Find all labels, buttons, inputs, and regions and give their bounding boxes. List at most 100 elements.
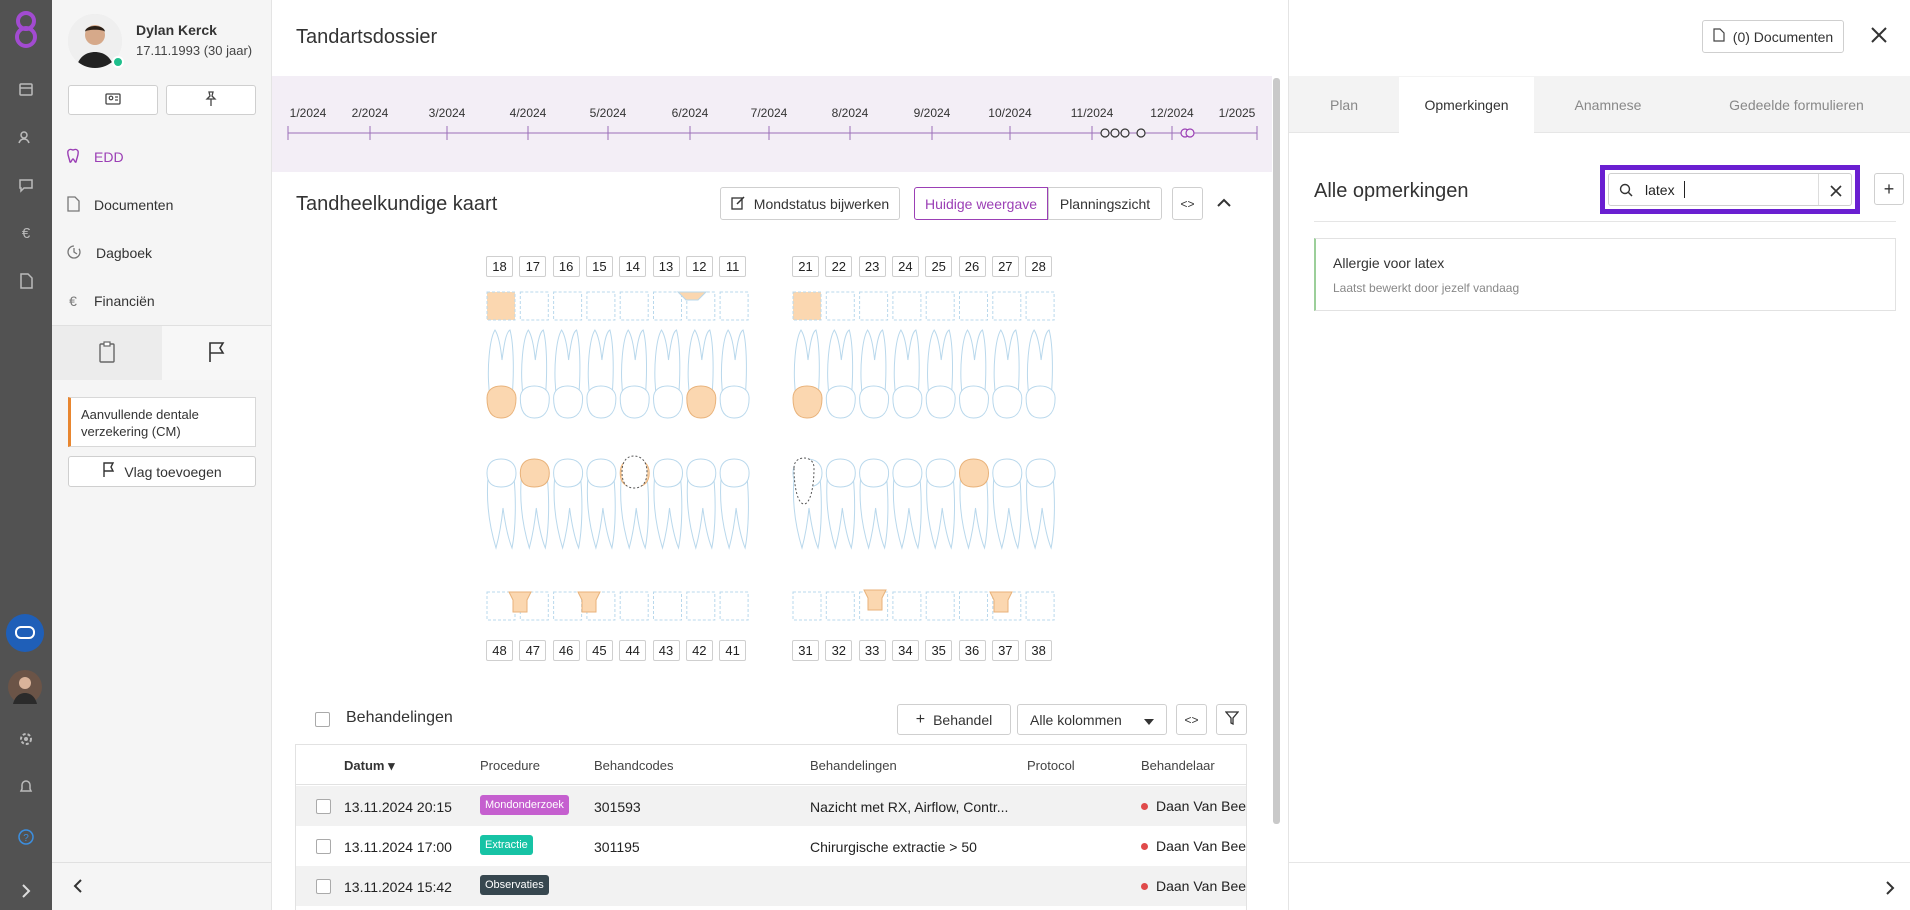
column-header-protocol[interactable]: Protocol [1027,758,1075,773]
euro-icon[interactable]: € [21,224,31,242]
expand-panel-icon[interactable] [1885,880,1895,899]
flag-item[interactable]: Aanvullende dentale verzekering (CM) [68,397,256,447]
tooth-number-48[interactable]: 48 [486,640,513,661]
sidebar-item-edd[interactable]: EDD [66,146,124,168]
expand-table-button[interactable]: <> [1176,704,1207,735]
collapse-chart-icon[interactable] [1216,196,1232,212]
calendar-icon[interactable] [13,76,39,102]
tooth-number-41[interactable]: 41 [719,640,747,661]
table-row[interactable]: 13.11.2024 20:15 Mondonderzoek 301593 Nazic… [296,786,1246,826]
row-checkbox[interactable] [316,879,331,894]
pin-button[interactable] [166,85,256,115]
tooth-number-28[interactable]: 28 [1025,256,1053,277]
dental-chart-graphic[interactable] [472,288,1092,638]
tooth-number-13[interactable]: 13 [652,256,680,277]
add-treatment-label: Behandel [933,711,993,728]
sidebar-item-dagboek[interactable]: Dagboek [66,242,152,264]
tooth-number-35[interactable]: 35 [925,640,953,661]
documents-button[interactable]: (0) Documenten [1702,20,1844,53]
sidebar-item-financien[interactable]: € Financiën [66,290,155,312]
tooth-number-18[interactable]: 18 [486,256,513,277]
app-logo-icon[interactable] [8,8,44,50]
tooth-number-21[interactable]: 21 [792,256,819,277]
note-card[interactable]: Allergie voor latex Laatst bewerkt door … [1314,238,1896,311]
tooth-number-34[interactable]: 34 [891,640,919,661]
columns-select[interactable]: Alle kolommen [1017,704,1167,735]
tooth-crown [686,385,717,419]
tooth-number-45[interactable]: 45 [585,640,613,661]
settings-icon[interactable] [13,726,39,752]
search-input[interactable]: latex [1645,182,1675,198]
timeline-month-label: 9/2024 [913,106,951,120]
support-chat-icon[interactable] [6,614,44,652]
timeline[interactable]: 1/2024 2/2024 3/2024 4/2024 5/2024 6/2024 7/20… [272,76,1272,172]
clear-search-icon[interactable] [1830,184,1842,200]
close-icon[interactable] [1870,26,1888,47]
planning-view-button[interactable]: Planningszicht [1048,187,1162,220]
sidebar-item-label: Financiën [94,293,155,309]
file-icon[interactable] [13,268,39,294]
tab-plan[interactable]: Plan [1329,97,1359,113]
tooth-number-44[interactable]: 44 [619,640,647,661]
add-note-button[interactable]: + [1874,173,1904,205]
column-header-treatments[interactable]: Behandelingen [810,758,897,773]
id-card-button[interactable] [68,85,158,115]
user-avatar[interactable] [8,670,42,704]
filter-button[interactable] [1216,704,1247,735]
tooth-number-37[interactable]: 37 [991,640,1019,661]
column-header-procedure[interactable]: Procedure [480,758,540,773]
patient-avatar [68,14,122,68]
tooth-number-25[interactable]: 25 [925,256,953,277]
tooth-number-46[interactable]: 46 [552,640,580,661]
main-scrollbar[interactable] [1273,78,1280,824]
select-all-checkbox[interactable] [315,712,330,727]
row-checkbox[interactable] [316,799,331,814]
users-icon[interactable] [13,124,39,150]
expand-code-button[interactable]: <> [1172,187,1203,220]
tab-flags[interactable] [162,326,271,380]
occlusal-view-tooth [686,291,716,321]
column-header-practitioner[interactable]: Behandelaar [1141,758,1215,773]
add-flag-button[interactable]: Vlag toevoegen [68,456,256,487]
search-field[interactable]: latex [1608,173,1852,206]
help-icon[interactable]: ? [13,824,39,850]
update-mouth-status-button[interactable]: Mondstatus bijwerken [720,187,900,220]
column-header-date[interactable]: Datum ▾ [344,758,395,774]
tooth-number-43[interactable]: 43 [652,640,680,661]
tooth-number-17[interactable]: 17 [519,256,547,277]
tooth-number-27[interactable]: 27 [991,256,1019,277]
tooth-number-24[interactable]: 24 [891,256,919,277]
tooth-number-47[interactable]: 47 [519,640,547,661]
table-row[interactable]: 13.11.2024 17:00 Extractie 301195 Chirurgis… [296,826,1246,866]
chat-icon[interactable] [13,172,39,198]
tooth-number-22[interactable]: 22 [825,256,853,277]
tooth-number-38[interactable]: 38 [1025,640,1053,661]
tooth-number-33[interactable]: 33 [858,640,886,661]
tab-clipboard[interactable] [52,326,162,380]
tooth-number-23[interactable]: 23 [858,256,886,277]
tooth-number-14[interactable]: 14 [619,256,647,277]
expand-rail-icon[interactable] [13,878,39,904]
tooth-number-36[interactable]: 36 [958,640,986,661]
tooth-number-32[interactable]: 32 [825,640,853,661]
bell-icon[interactable] [13,774,39,800]
tooth-number-16[interactable]: 16 [552,256,580,277]
column-header-codes[interactable]: Behandcodes [594,758,674,773]
tooth-number-26[interactable]: 26 [958,256,986,277]
row-checkbox[interactable] [316,839,331,854]
tab-gedeelde-formulieren[interactable]: Gedeelde formulieren [1729,97,1864,113]
add-treatment-button[interactable]: + Behandel [897,704,1011,735]
table-row[interactable]: 13.11.2024 15:42 Observaties Daan Van Beek [296,866,1246,906]
tooth-number-15[interactable]: 15 [585,256,613,277]
sidebar-item-documenten[interactable]: Documenten [66,194,173,216]
tooth-number-11[interactable]: 11 [719,256,747,277]
tooth-crown [486,385,517,419]
tooth-number-42[interactable]: 42 [685,640,713,661]
current-view-button[interactable]: Huidige weergave [914,187,1048,220]
tooth-number-31[interactable]: 31 [792,640,819,661]
tab-anamnese[interactable]: Anamnese [1574,97,1642,113]
table-header: Datum ▾ Procedure Behandcodes Behandelin… [296,745,1246,785]
tab-opmerkingen[interactable]: Opmerkingen [1399,77,1534,133]
collapse-sidebar-icon[interactable] [72,878,84,897]
tooth-number-12[interactable]: 12 [685,256,713,277]
